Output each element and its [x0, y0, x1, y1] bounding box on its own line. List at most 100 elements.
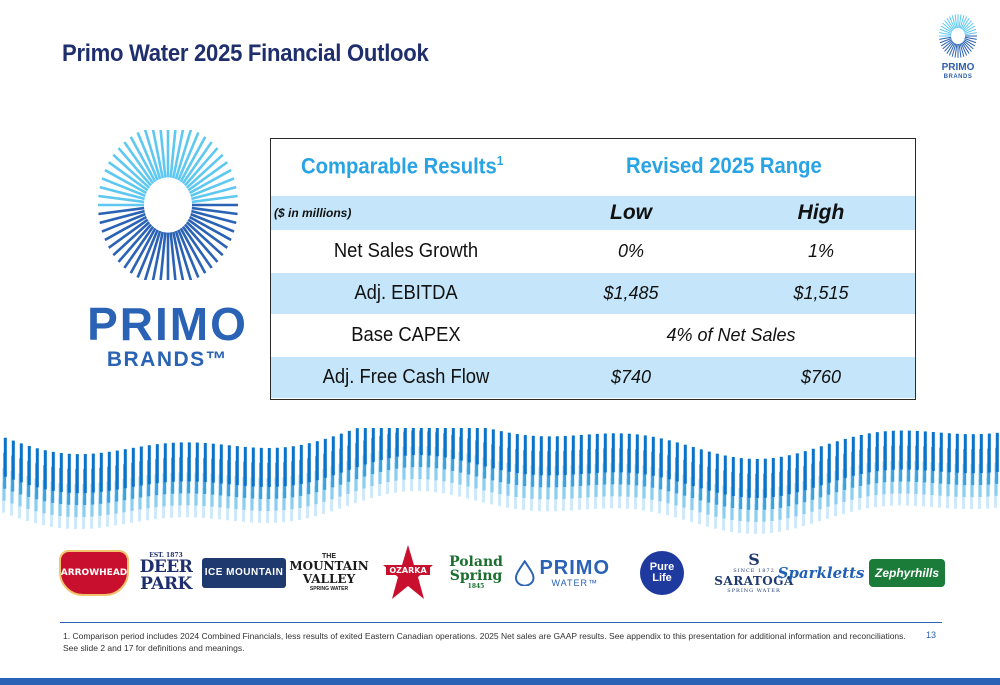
wave-bar: [299, 444, 303, 484]
wave-bar: [803, 451, 807, 491]
starburst-ray: [962, 41, 972, 52]
wave-bar: [947, 433, 951, 473]
starburst-ray: [948, 16, 956, 30]
starburst-ray: [189, 212, 235, 233]
starburst-ray: [174, 230, 192, 280]
wave-bar: [651, 436, 655, 476]
starburst-ray: [939, 36, 952, 40]
starburst-ray: [188, 168, 232, 195]
ozarka-label: OZARKA: [389, 566, 427, 575]
wave-bar: [731, 456, 735, 496]
starburst-ray: [98, 209, 145, 225]
primo-brands-logo: PRIMO BRANDS™: [80, 130, 255, 400]
saratoga-logo: S SINCE 1872 SARATOGA SPRING WATER: [714, 549, 794, 594]
wave-bar: [747, 458, 751, 498]
starburst-ray: [183, 223, 218, 263]
starburst-ray: [963, 40, 974, 50]
wave-bar: [979, 434, 983, 474]
starburst-ray: [961, 42, 970, 54]
ozarka-logo: OZARKA: [378, 540, 438, 605]
header-revised-range: Revised 2025 Range: [626, 153, 822, 178]
brand-logo-strip: ARROWHEAD EST. 1873 DEER PARK ICE MOUNTA…: [58, 540, 958, 605]
wave-bar: [211, 443, 215, 483]
table-row: Net Sales Growth 0% 1%: [271, 231, 915, 272]
starburst-ray: [151, 231, 164, 280]
starburst-ray: [959, 15, 965, 29]
wave-bar: [699, 449, 703, 489]
wave-bar: [491, 429, 495, 469]
wave-bar: [131, 447, 135, 487]
starburst-ray: [107, 218, 148, 249]
starburst-ray: [963, 22, 974, 32]
starburst-ray: [176, 229, 200, 279]
wave-bar: [563, 435, 567, 475]
starburst-ray: [944, 41, 954, 52]
starburst-ray: [179, 227, 206, 274]
starburst-ray: [188, 215, 232, 242]
table-row: Adj. Free Cash Flow $740 $760: [271, 357, 915, 398]
wave-bar: [379, 428, 383, 460]
wave-bar: [259, 447, 263, 487]
big-logo-name: PRIMO: [87, 298, 248, 350]
wave-bar: [187, 442, 191, 482]
wave-bar: [587, 434, 591, 474]
wave-bar: [91, 453, 95, 493]
starburst-ray: [168, 130, 177, 178]
wave-bar: [67, 453, 71, 493]
primo-water-drop-icon: [514, 559, 535, 586]
wave-bar: [843, 438, 847, 478]
starburst-ray: [190, 185, 237, 201]
starburst-ray: [940, 39, 953, 47]
starburst-ray: [959, 43, 965, 57]
wave-bar: [571, 435, 575, 475]
wave-bar: [51, 451, 55, 491]
wave-bar: [43, 450, 47, 490]
page-number: 13: [926, 630, 937, 640]
starburst-ray: [948, 42, 956, 56]
primo-water-logo: PRIMO WATER™: [514, 540, 610, 605]
wave-bar: [179, 442, 183, 482]
wave-bar: [251, 447, 255, 487]
wave-bar: [371, 428, 375, 463]
wave-bar: [443, 428, 447, 458]
starburst-ray: [183, 147, 218, 187]
wave-bar: [883, 431, 887, 471]
wave-bar: [835, 441, 839, 481]
starburst-ray: [958, 43, 962, 58]
starburst-ray: [107, 161, 148, 192]
starburst-ray: [951, 43, 957, 57]
wave-bar: [475, 428, 479, 465]
starburst-ray: [964, 38, 977, 44]
wave-bar: [691, 447, 695, 487]
primo-brands-corner-logo: PRIMO BRANDS: [930, 12, 986, 92]
wave-bar: [771, 457, 775, 497]
starburst-ray: [111, 221, 150, 257]
row-high-value: $760: [800, 367, 842, 387]
starburst-ray: [939, 38, 952, 44]
wave-bar: [147, 445, 151, 485]
wave-bar: [827, 443, 831, 483]
wave-bar: [419, 428, 423, 456]
starburst-ray: [191, 194, 238, 204]
starburst-ray: [185, 221, 224, 257]
table-row: Base CAPEX 4% of Net Sales: [271, 315, 915, 356]
starburst-ray: [122, 225, 154, 269]
starburst-ray: [942, 40, 953, 50]
wave-bar: [323, 438, 327, 478]
column-high: High: [797, 201, 845, 224]
row-label: Adj. Free Cash Flow: [322, 366, 490, 388]
starburst-ray: [187, 218, 228, 249]
corner-logo-sub: BRANDS: [943, 74, 973, 80]
starburst-ray: [963, 25, 976, 33]
starburst-ray: [176, 131, 200, 181]
starburst-ray: [97, 194, 144, 204]
wave-bar: [611, 433, 615, 473]
wave-bar: [667, 440, 671, 480]
outlook-table: Comparable Results1 Revised 2025 Range (…: [270, 138, 916, 400]
wave-bar: [275, 447, 279, 487]
row-low-value: $1,485: [603, 283, 659, 303]
starburst-ray: [185, 153, 224, 189]
row-high-value: $1,515: [793, 283, 849, 303]
wave-bar: [99, 452, 103, 492]
starburst-ray: [181, 141, 213, 185]
